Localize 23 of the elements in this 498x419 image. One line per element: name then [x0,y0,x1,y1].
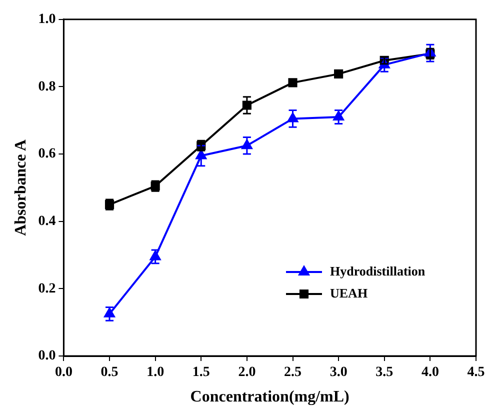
x-axis-title: Concentration(mg/mL) [190,388,350,406]
x-tick-label: 2.0 [238,365,256,380]
y-tick-label: 0.0 [38,348,56,364]
x-tick-label: 4.0 [421,365,439,380]
x-tick-label: 1.5 [192,365,210,380]
x-tick-label: 1.0 [146,365,164,380]
x-tick-label: 0.5 [100,365,118,380]
y-tick-label: 0.6 [38,146,56,162]
y-tick-label: 0.8 [38,79,56,94]
point [334,69,344,78]
x-tick-label: 0.0 [54,365,72,380]
y-tick-label: 0.2 [38,281,56,296]
legend-label: UEAH [330,285,368,300]
x-tick-label: 4.5 [467,365,485,380]
y-tick-label: 0.4 [38,214,56,229]
legend-label: Hydrodistillation [330,263,426,278]
x-tick-label: 3.5 [376,365,394,380]
x-tick-label: 2.5 [284,365,302,380]
y-tick-label: 1.0 [38,12,56,28]
y-axis-title: Absorbance A [12,139,30,236]
point [288,78,298,88]
x-tick-label: 3.0 [330,365,348,380]
point [242,100,252,110]
